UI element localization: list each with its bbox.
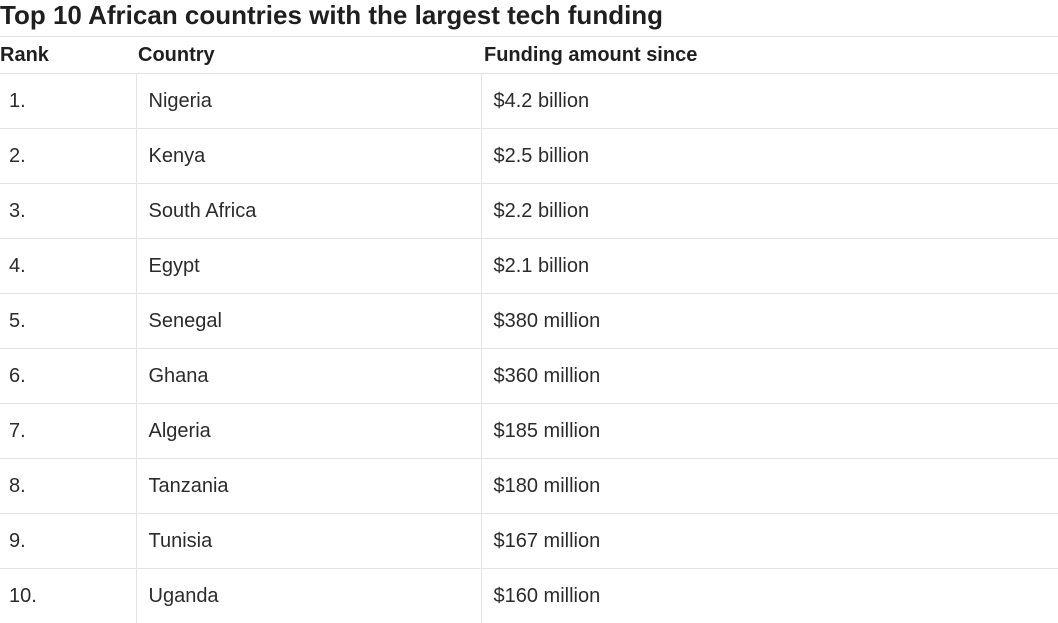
amount-cell: $2.2 billion <box>481 184 1058 239</box>
rank-cell: 6. <box>0 349 136 404</box>
rank-cell: 2. <box>0 129 136 184</box>
amount-cell: $380 million <box>481 294 1058 349</box>
header-country: Country <box>136 37 481 74</box>
amount-cell: $167 million <box>481 514 1058 569</box>
country-cell: Tanzania <box>136 459 481 514</box>
table-body: 1. Nigeria $4.2 billion 2. Kenya $2.5 bi… <box>0 74 1058 623</box>
table-row: 4. Egypt $2.1 billion <box>0 239 1058 294</box>
header-row: Rank Country Funding amount since <box>0 37 1058 74</box>
funding-table: Rank Country Funding amount since 1. Nig… <box>0 36 1058 623</box>
rank-cell: 9. <box>0 514 136 569</box>
amount-cell: $160 million <box>481 569 1058 623</box>
table-row: 7. Algeria $185 million <box>0 404 1058 459</box>
amount-cell: $2.5 billion <box>481 129 1058 184</box>
table-row: 1. Nigeria $4.2 billion <box>0 74 1058 129</box>
amount-cell: $360 million <box>481 349 1058 404</box>
country-cell: Egypt <box>136 239 481 294</box>
table-row: 5. Senegal $380 million <box>0 294 1058 349</box>
header-rank: Rank <box>0 37 136 74</box>
rank-cell: 4. <box>0 239 136 294</box>
amount-cell: $4.2 billion <box>481 74 1058 129</box>
country-cell: Kenya <box>136 129 481 184</box>
rank-cell: 8. <box>0 459 136 514</box>
amount-cell: $2.1 billion <box>481 239 1058 294</box>
country-cell: Senegal <box>136 294 481 349</box>
table-row: 10. Uganda $160 million <box>0 569 1058 623</box>
rank-cell: 5. <box>0 294 136 349</box>
page-title: Top 10 African countries with the larges… <box>0 0 663 34</box>
header-funding-amount: Funding amount since <box>481 37 1058 74</box>
table-row: 6. Ghana $360 million <box>0 349 1058 404</box>
rank-cell: 3. <box>0 184 136 239</box>
rank-cell: 1. <box>0 74 136 129</box>
country-cell: Algeria <box>136 404 481 459</box>
country-cell: South Africa <box>136 184 481 239</box>
table-header: Rank Country Funding amount since <box>0 37 1058 74</box>
table-row: 8. Tanzania $180 million <box>0 459 1058 514</box>
amount-cell: $185 million <box>481 404 1058 459</box>
country-cell: Tunisia <box>136 514 481 569</box>
country-cell: Nigeria <box>136 74 481 129</box>
amount-cell: $180 million <box>481 459 1058 514</box>
rank-cell: 10. <box>0 569 136 623</box>
country-cell: Ghana <box>136 349 481 404</box>
rank-cell: 7. <box>0 404 136 459</box>
table-row: 9. Tunisia $167 million <box>0 514 1058 569</box>
country-cell: Uganda <box>136 569 481 623</box>
table-row: 3. South Africa $2.2 billion <box>0 184 1058 239</box>
table-row: 2. Kenya $2.5 billion <box>0 129 1058 184</box>
